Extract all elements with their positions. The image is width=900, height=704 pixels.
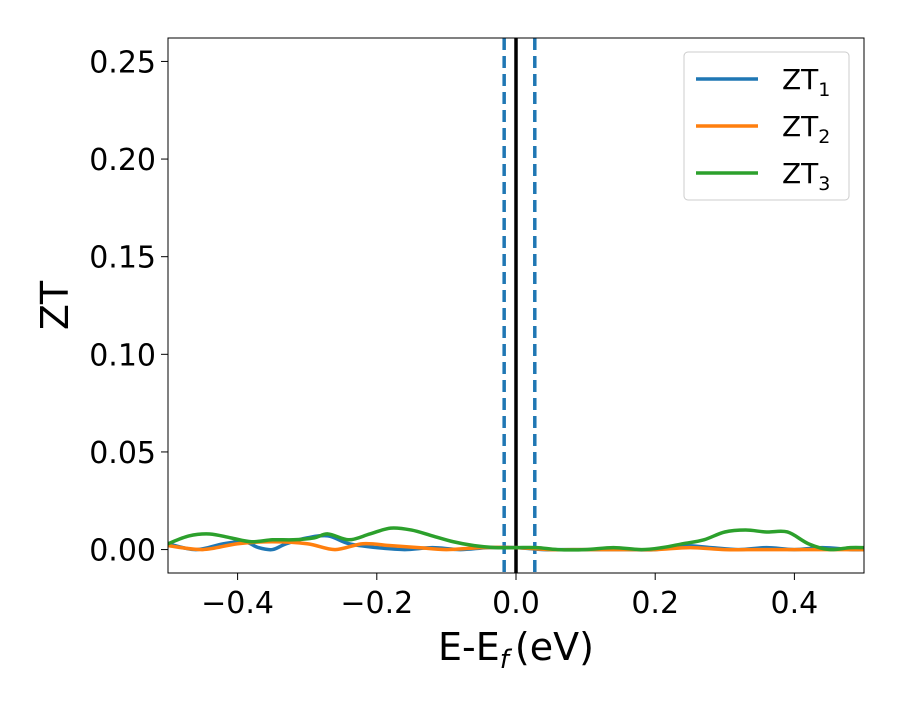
x-axis-ticks: −0.4 −0.2 0.0 0.2 0.4 bbox=[201, 573, 818, 621]
x-tick-label: −0.2 bbox=[340, 586, 413, 621]
y-axis-label: ZT bbox=[33, 280, 77, 330]
x-tick-label: 0.4 bbox=[771, 586, 819, 621]
y-tick-label: 0.10 bbox=[89, 338, 156, 373]
legend-label: ZT2 bbox=[782, 110, 830, 148]
legend-box bbox=[683, 51, 850, 201]
x-axis-label: E-Ef (eV) bbox=[438, 625, 594, 675]
y-tick-label: 0.00 bbox=[89, 534, 156, 569]
x-tick-label: 0.2 bbox=[631, 586, 679, 621]
legend: ZT1 ZT2 ZT3 bbox=[683, 51, 850, 201]
y-tick-label: 0.25 bbox=[89, 45, 156, 80]
x-tick-label: −0.4 bbox=[201, 586, 274, 621]
x-tick-label: 0.0 bbox=[492, 586, 540, 621]
y-tick-label: 0.15 bbox=[89, 241, 156, 276]
series-group bbox=[168, 526, 864, 552]
legend-label: ZT3 bbox=[782, 157, 830, 195]
y-tick-label: 0.05 bbox=[89, 436, 156, 471]
series-line-zt3 bbox=[168, 526, 864, 552]
y-axis-ticks: 0.00 0.05 0.10 0.15 0.20 0.25 bbox=[89, 45, 168, 569]
y-tick-label: 0.20 bbox=[89, 143, 156, 178]
legend-label: ZT1 bbox=[782, 63, 830, 101]
vertical-reference-lines bbox=[502, 38, 537, 573]
